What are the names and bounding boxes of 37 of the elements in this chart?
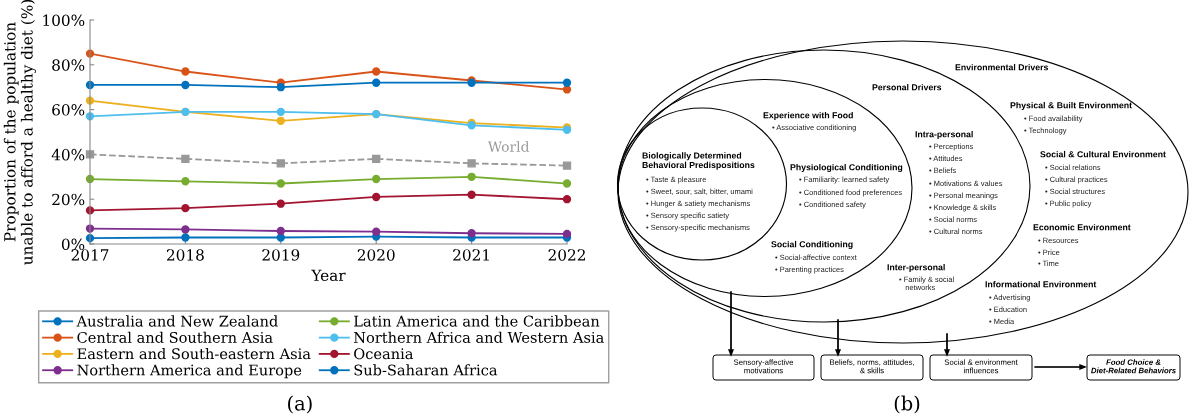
x-tick-label: 2021 bbox=[453, 249, 489, 261]
x-tick-label: 2019 bbox=[262, 249, 300, 261]
y-tick-label: 40% bbox=[51, 148, 85, 161]
text: Environmental Drivers bbox=[955, 63, 1049, 71]
x-tick-label: 2022 bbox=[548, 249, 585, 261]
legend-label: Northern America and Europe bbox=[77, 364, 302, 379]
y-axis-title: Proportion of the population unable to afford a healthy diet (%) bbox=[3, 0, 36, 265]
text: Informational Environment bbox=[985, 280, 1097, 288]
text: Personal Drivers bbox=[872, 83, 942, 91]
x-tick-label: 2018 bbox=[167, 249, 204, 261]
text: Physiological Conditioning bbox=[790, 163, 903, 173]
series-label: World bbox=[487, 141, 530, 152]
text: Biologically Determined Behavioral Predispositions bbox=[642, 152, 755, 170]
text: Inter-personal bbox=[887, 263, 945, 273]
legend-label: Eastern and South-eastern Asia bbox=[77, 347, 311, 360]
y-tick-label: 100% bbox=[43, 14, 85, 27]
y-tick-label: 20% bbox=[52, 193, 85, 206]
legend-label: Central and Southern Asia bbox=[77, 331, 273, 343]
y-tick-label: 60% bbox=[52, 104, 85, 116]
y-tick-label: 80% bbox=[52, 59, 85, 71]
text: Intra-personal bbox=[915, 130, 973, 140]
text: Experience with Food bbox=[763, 111, 853, 121]
text: Economic Environment bbox=[1033, 223, 1131, 231]
legend-label: Latin America and the Caribbean bbox=[354, 315, 600, 327]
text: (a) bbox=[288, 395, 312, 414]
x-tick-label: 2020 bbox=[357, 249, 395, 261]
text: (b) bbox=[894, 395, 920, 414]
text: Social Conditioning bbox=[771, 240, 853, 250]
legend-label: Northern Africa and Western Asia bbox=[353, 331, 604, 343]
legend-label: Australia and New Zealand bbox=[76, 315, 278, 327]
legend-label: Sub-Saharan Africa bbox=[354, 364, 498, 376]
text: Social & Cultural Environment bbox=[1040, 150, 1166, 158]
y-tick-label: 0% bbox=[61, 238, 85, 251]
legend-label: Oceania bbox=[354, 348, 414, 360]
x-tick-label: 2017 bbox=[71, 249, 109, 261]
x-axis-title: Year bbox=[311, 269, 346, 282]
text: Physical & Built Environment bbox=[1010, 101, 1132, 111]
